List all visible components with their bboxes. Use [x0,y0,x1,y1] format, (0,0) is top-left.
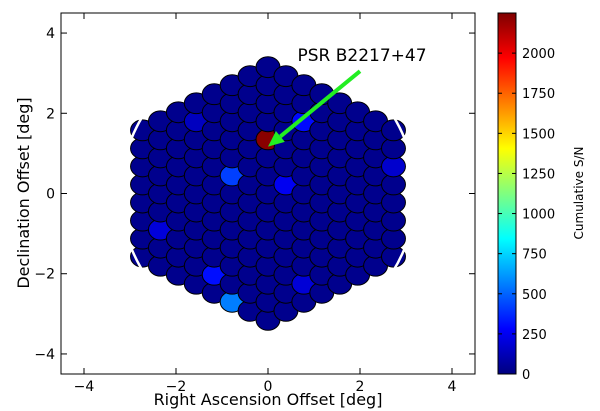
y-tick-label: −4 [34,347,55,363]
plot-area: PSR B2217+47 −4 −2 0 2 4 −4 −2 0 2 4 [34,12,476,395]
annotation-arrow [279,69,362,138]
colorbar-tick-label: 1500 [522,127,555,142]
x-tick-label: −2 [166,379,187,395]
y-axis-title: Declination Offset [deg] [14,97,33,288]
colorbar-tick-label: 250 [522,328,547,343]
x-tick-label: 2 [356,379,365,395]
x-tick-label: −4 [74,379,95,395]
annotation: PSR B2217+47 [268,46,427,147]
field-of-view-circle [119,45,417,342]
colorbar-tick-label: 0 [522,368,530,383]
colorbar-tick-label: 500 [522,288,547,303]
colorbar-tick-label: 1250 [522,167,555,182]
annotation-arrow-head [268,131,285,147]
colorbar-gradient [497,12,517,375]
colorbar-tick-label: 750 [522,248,547,263]
y-tick-label: −2 [34,267,55,283]
y-tick-label: 4 [46,26,55,42]
colorbar-ticks: 0 250 500 750 1000 1250 1500 1750 2000 [498,47,555,383]
colorbar-tick-label: 1750 [522,87,555,102]
colorbar-title: Cumulative S/N [572,147,586,240]
y-tick-label: 2 [46,106,55,122]
colorbar-tick-label: 1000 [522,208,555,223]
x-tick-label: 4 [448,379,457,395]
colorbar-tick-label: 2000 [522,47,555,62]
annotation-label: PSR B2217+47 [297,46,426,66]
beam-markers [130,56,406,331]
colorbar: 0 250 500 750 1000 1250 1500 1750 2000 Cumulativ… [497,12,586,383]
x-axis-ticks: −4 −2 0 2 4 [74,13,457,395]
x-tick-label: 0 [264,379,273,395]
y-tick-label: 0 [46,187,55,203]
y-axis-ticks: −4 −2 0 2 4 [34,26,475,363]
x-axis-title: Right Ascension Offset [deg] [154,390,383,409]
